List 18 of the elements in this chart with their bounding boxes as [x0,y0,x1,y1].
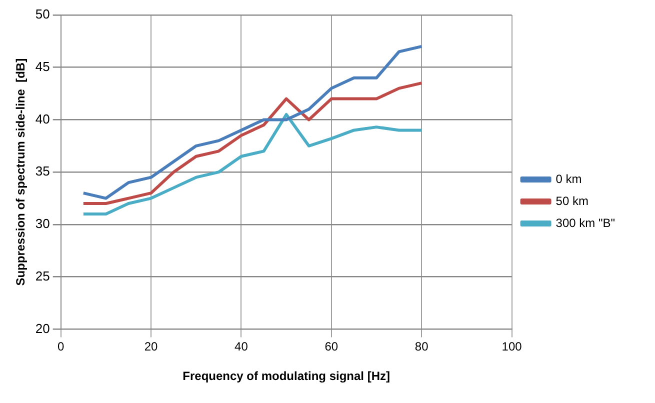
y-tick-label: 35 [35,164,50,179]
x-tick-label: 100 [502,340,522,354]
y-tick-label: 30 [35,216,50,232]
legend-label: 0 km [556,172,582,186]
x-tick-label: 0 [58,340,65,354]
x-tick-label: 60 [324,340,338,354]
x-axis-title: Frequency of modulating signal [Hz] [182,369,390,384]
x-tick-label: 80 [414,340,429,354]
y-tick-label: 45 [35,58,50,74]
y-axis-title: Suppression of spectrum side-line [dB] [14,58,28,286]
y-tick-label: 20 [35,320,50,336]
y-tick-label: 40 [35,111,50,126]
legend-label: 300 km "B" [556,216,616,230]
y-tick-label: 50 [35,6,50,22]
legend-label: 50 km [556,194,588,208]
y-tick-label: 25 [35,268,50,284]
x-tick-label: 40 [234,340,248,354]
x-tick-label: 20 [144,340,158,354]
